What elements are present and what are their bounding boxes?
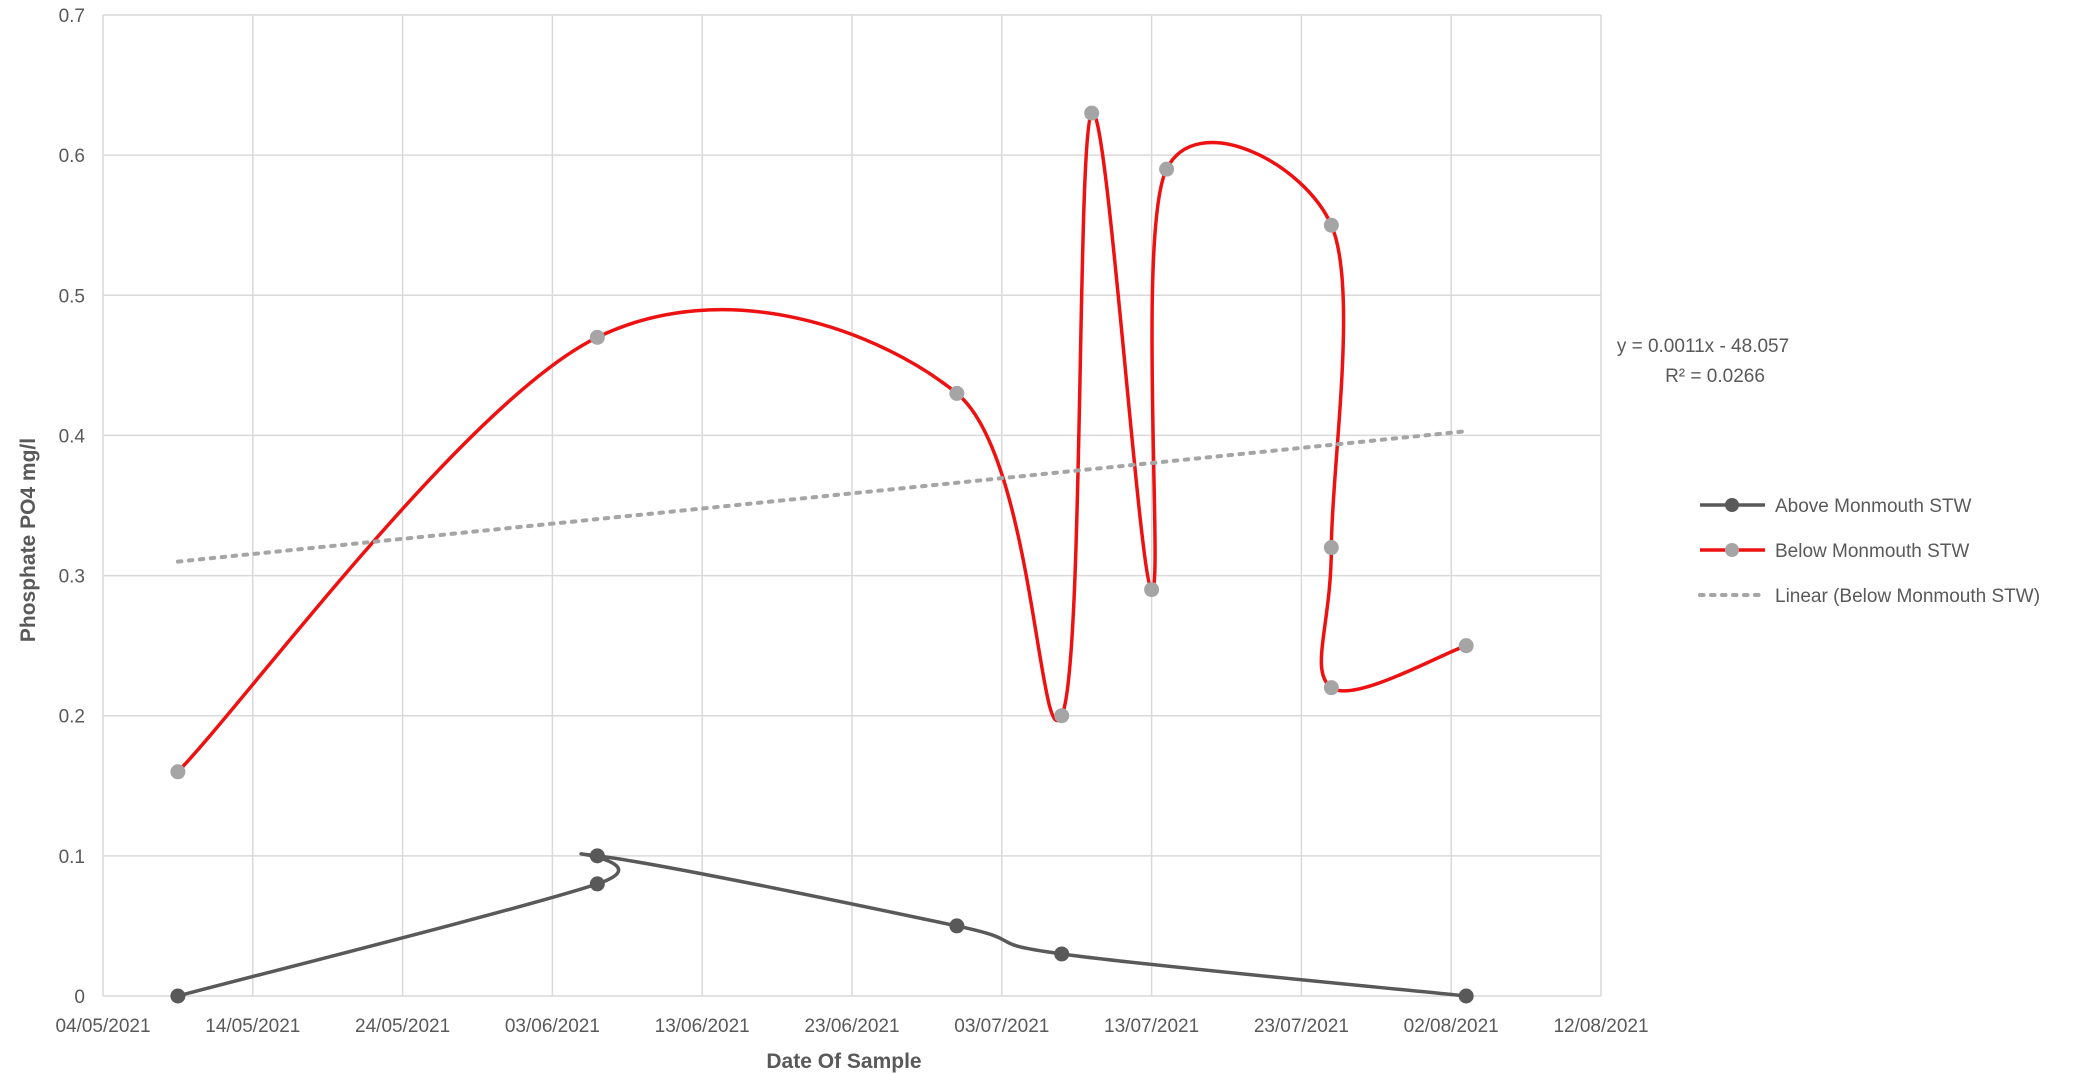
trendline-r-squared: R² = 0.0266 — [1665, 366, 1765, 387]
data-point-below — [170, 764, 186, 780]
x-tick-label: 14/05/2021 — [205, 1016, 300, 1037]
trendline — [175, 429, 1469, 564]
x-axis-title: Date Of Sample — [766, 1050, 921, 1073]
vertical-gridlines — [102, 15, 1602, 996]
legend-label-below: Below Monmouth STW — [1775, 541, 1969, 562]
x-tick-label: 02/08/2021 — [1404, 1016, 1499, 1037]
y-tick-label: 0.3 — [59, 567, 85, 588]
y-tick-label: 0.6 — [59, 146, 85, 167]
data-point-below — [1323, 540, 1339, 556]
legend-item-below: Below Monmouth STW — [1700, 541, 1969, 562]
x-tick-label: 13/06/2021 — [655, 1016, 750, 1037]
legend-item-above: Above Monmouth STW — [1700, 496, 1971, 517]
y-tick-label: 0.5 — [59, 286, 85, 307]
data-point-below — [1159, 161, 1175, 177]
y-tick-label: 0 — [74, 987, 85, 1008]
data-point-above — [949, 918, 965, 934]
data-markers — [170, 105, 1474, 1004]
data-point-above — [589, 848, 605, 864]
x-tick-label: 04/05/2021 — [55, 1016, 150, 1037]
series-line-above — [176, 852, 1468, 998]
y-tick-label: 0.2 — [59, 707, 85, 728]
x-tick-label: 13/07/2021 — [1104, 1016, 1199, 1037]
trendline-equation: y = 0.0011x - 48.057 — [1617, 336, 1789, 357]
data-point-below — [1084, 105, 1100, 121]
series-line-below — [176, 111, 1468, 774]
data-point-above — [1458, 988, 1474, 1004]
legend-item-linear: Linear (Below Monmouth STW) — [1698, 586, 2040, 607]
horizontal-gridlines — [103, 14, 1601, 997]
data-point-below — [589, 329, 605, 345]
data-point-below — [1458, 638, 1474, 654]
series-lines — [176, 111, 1468, 998]
data-point-below — [1323, 217, 1339, 233]
data-point-below — [1144, 582, 1160, 598]
data-point-below — [1323, 680, 1339, 696]
x-tick-label: 23/06/2021 — [804, 1016, 899, 1037]
y-axis-tick-labels: 0 0.1 0.2 0.3 0.4 0.5 0.6 0.7 — [59, 6, 86, 1008]
x-tick-label: 03/06/2021 — [505, 1016, 600, 1037]
y-tick-label: 0.7 — [59, 6, 85, 27]
y-tick-label: 0.4 — [59, 426, 86, 447]
x-tick-label: 12/08/2021 — [1553, 1016, 1648, 1037]
x-tick-label: 03/07/2021 — [954, 1016, 1049, 1037]
y-axis-title: Phosphate PO4 mg/l — [17, 438, 40, 642]
legend: Above Monmouth STW Below Monmouth STW Li… — [1698, 496, 2040, 607]
x-tick-label: 24/05/2021 — [355, 1016, 450, 1037]
legend-label-linear: Linear (Below Monmouth STW) — [1775, 586, 2040, 607]
data-point-above — [589, 876, 605, 892]
x-tick-label: 23/07/2021 — [1254, 1016, 1349, 1037]
data-point-below — [949, 385, 965, 401]
trendline-line — [175, 429, 1469, 564]
data-point-above — [170, 988, 186, 1004]
legend-label-above: Above Monmouth STW — [1775, 496, 1971, 517]
y-tick-label: 0.1 — [59, 847, 85, 868]
data-point-below — [1054, 708, 1070, 724]
x-axis-tick-labels: 04/05/2021 14/05/2021 24/05/2021 03/06/2021… — [55, 1016, 1648, 1037]
data-point-above — [1054, 946, 1070, 962]
